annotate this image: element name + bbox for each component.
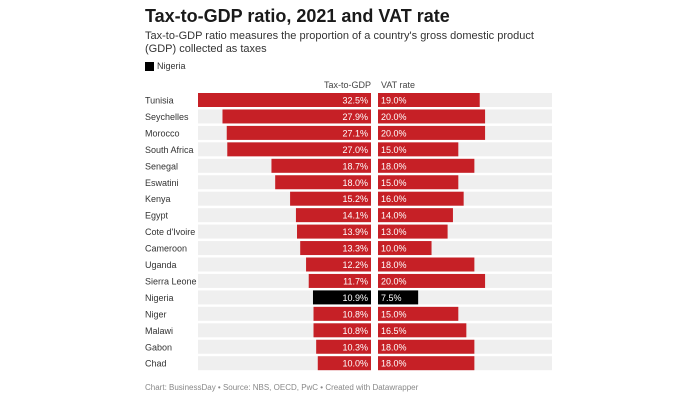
bar-tax-to-gdp — [313, 323, 371, 338]
data-label-vat-rate: 15.0% — [381, 145, 407, 155]
category-label: Morocco — [145, 128, 180, 138]
category-label: Malawi — [145, 326, 173, 336]
data-label-vat-rate: 14.0% — [381, 211, 407, 221]
data-label-tax-to-gdp: 27.1% — [342, 128, 368, 138]
data-label-tax-to-gdp: 10.9% — [342, 293, 368, 303]
data-label-vat-rate: 20.0% — [381, 276, 407, 286]
category-label: Nigeria — [145, 293, 174, 303]
category-label: Kenya — [145, 194, 171, 204]
legend: Nigeria — [145, 61, 186, 71]
data-label-tax-to-gdp: 10.0% — [342, 359, 368, 369]
data-label-tax-to-gdp: 10.8% — [342, 309, 368, 319]
bar-tax-to-gdp — [271, 158, 371, 173]
data-label-vat-rate: 7.5% — [381, 293, 402, 303]
bar-tax-to-gdp — [227, 142, 371, 157]
data-label-vat-rate: 18.0% — [381, 359, 407, 369]
bar-vat-rate — [378, 356, 475, 371]
data-label-tax-to-gdp: 11.7% — [343, 276, 368, 286]
bar-tax-to-gdp — [300, 241, 371, 256]
data-label-vat-rate: 13.0% — [381, 227, 407, 237]
data-label-vat-rate: 18.0% — [381, 161, 407, 171]
bar-tax-to-gdp — [297, 224, 371, 239]
header-tax-to-gdp: Tax-to-GDP — [323, 80, 371, 90]
bar-vat-rate — [378, 290, 419, 305]
bar-tax-to-gdp — [313, 306, 371, 321]
data-label-vat-rate: 16.0% — [381, 194, 407, 204]
chart-title: Tax-to-GDP ratio, 2021 and VAT rate — [145, 6, 450, 26]
legend-label: Nigeria — [157, 61, 186, 71]
bar-vat-rate — [378, 257, 475, 272]
bar-vat-rate — [378, 109, 486, 124]
bar-vat-rate — [378, 191, 464, 206]
bar-vat-rate — [378, 93, 480, 107]
data-label-tax-to-gdp: 13.9% — [342, 227, 368, 237]
category-label: Senegal — [145, 161, 178, 171]
bar-tax-to-gdp — [222, 109, 371, 124]
data-label-vat-rate: 15.0% — [381, 309, 407, 319]
category-label: South Africa — [145, 145, 194, 155]
data-label-vat-rate: 15.0% — [381, 178, 407, 188]
data-label-vat-rate: 20.0% — [381, 112, 407, 122]
chart-footer: Chart: BusinessDay • Source: NBS, OECD, … — [145, 383, 419, 392]
data-label-vat-rate: 16.5% — [381, 326, 407, 336]
bar-vat-rate — [378, 175, 459, 190]
bar-tax-to-gdp — [306, 257, 371, 272]
header-vat-rate: VAT rate — [381, 80, 416, 90]
category-label: Cameroon — [145, 244, 187, 254]
category-label: Eswatini — [145, 178, 179, 188]
bar-tax-to-gdp — [312, 290, 371, 305]
category-label: Cote d'Ivoire — [145, 227, 195, 237]
category-label: Egypt — [145, 211, 169, 221]
bar-tax-to-gdp — [308, 273, 371, 288]
bar-tax-to-gdp — [317, 356, 371, 371]
data-label-vat-rate: 18.0% — [381, 260, 407, 270]
bar-vat-rate — [378, 158, 475, 173]
bar-vat-rate — [378, 208, 453, 223]
data-label-tax-to-gdp: 10.3% — [342, 342, 368, 352]
data-label-vat-rate: 10.0% — [381, 244, 407, 254]
bar-vat-rate — [378, 241, 432, 256]
data-label-tax-to-gdp: 32.5% — [342, 96, 368, 106]
bar-background-right — [378, 290, 552, 305]
chart-subtitle: Tax-to-GDP ratio measures the proportion… — [145, 30, 534, 55]
bar-vat-rate — [378, 339, 475, 354]
category-label: Tunisia — [145, 96, 174, 106]
bar-tax-to-gdp — [316, 339, 371, 354]
category-label: Sierra Leone — [145, 276, 197, 286]
category-label: Gabon — [145, 342, 172, 352]
category-label: Chad — [145, 359, 167, 369]
bar-vat-rate — [378, 125, 486, 140]
data-label-tax-to-gdp: 14.1% — [342, 211, 368, 221]
bar-tax-to-gdp — [226, 125, 371, 140]
data-label-tax-to-gdp: 12.2% — [342, 260, 368, 270]
data-label-vat-rate: 19.0% — [381, 96, 407, 106]
bar-vat-rate — [378, 224, 448, 239]
data-label-tax-to-gdp: 27.9% — [342, 112, 368, 122]
data-label-vat-rate: 18.0% — [381, 342, 407, 352]
data-label-tax-to-gdp: 15.2% — [342, 194, 368, 204]
data-label-tax-to-gdp: 27.0% — [342, 145, 368, 155]
data-label-tax-to-gdp: 10.8% — [342, 326, 368, 336]
category-label: Uganda — [145, 260, 177, 270]
bar-vat-rate — [378, 323, 467, 338]
data-label-tax-to-gdp: 18.7% — [342, 161, 368, 171]
bar-tax-to-gdp — [290, 191, 371, 206]
bar-tax-to-gdp — [295, 208, 371, 223]
bar-vat-rate — [378, 142, 459, 157]
legend-swatch-nigeria — [145, 61, 154, 71]
data-label-tax-to-gdp: 18.0% — [342, 178, 368, 188]
data-label-tax-to-gdp: 13.3% — [342, 244, 368, 254]
bar-vat-rate — [378, 306, 459, 321]
data-label-vat-rate: 20.0% — [381, 128, 407, 138]
category-label: Niger — [145, 309, 167, 319]
bar-tax-to-gdp — [275, 175, 371, 190]
bar-vat-rate — [378, 273, 486, 288]
bar-tax-to-gdp — [198, 93, 371, 107]
category-label: Seychelles — [145, 112, 189, 122]
